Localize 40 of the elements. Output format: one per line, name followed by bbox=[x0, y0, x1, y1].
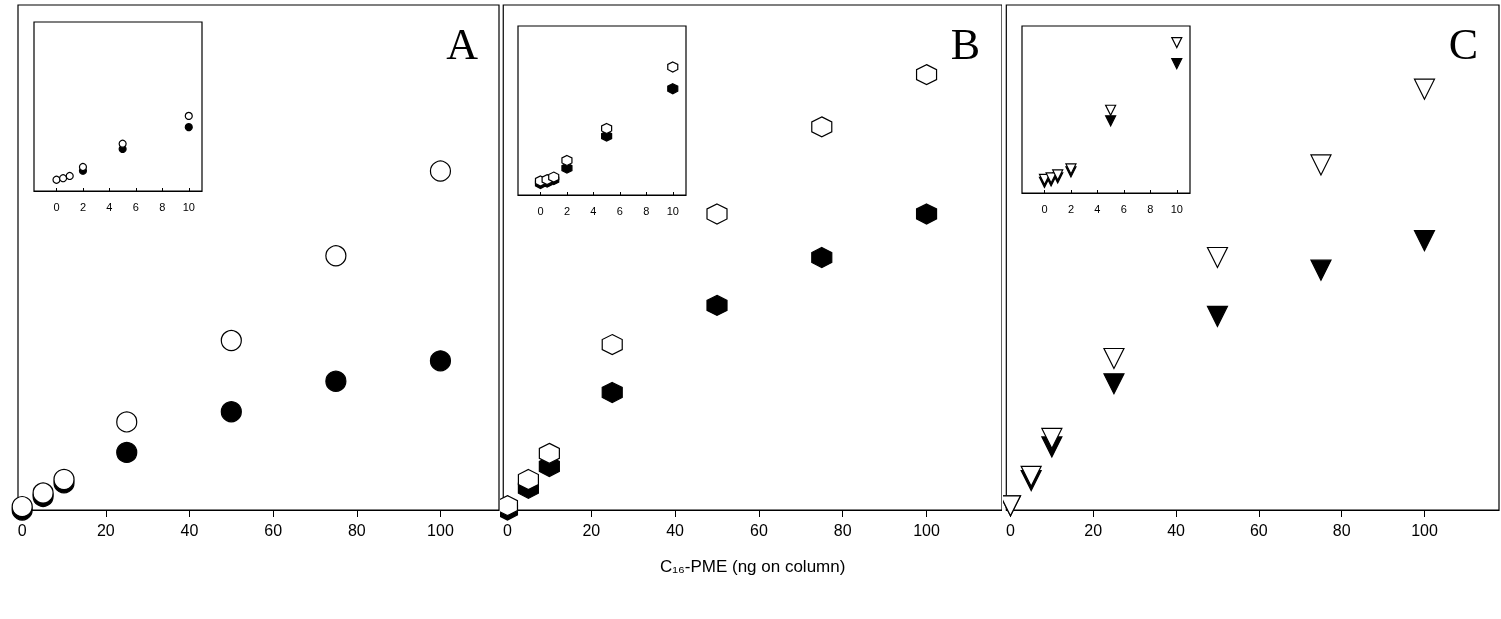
x-tick-label: 80 bbox=[833, 521, 852, 539]
x-tick-label: 0 bbox=[503, 521, 512, 539]
x-tick-label: 2 bbox=[79, 200, 87, 213]
x-tick-label: 80 bbox=[1332, 521, 1351, 539]
x-tick-label: 100 bbox=[427, 521, 454, 539]
x-tick-label: 10 bbox=[1170, 202, 1183, 215]
x-tick-label: 0 bbox=[17, 521, 27, 539]
x-tick-label: 40 bbox=[666, 521, 685, 539]
text: A bbox=[446, 19, 479, 69]
x-tick-label: 8 bbox=[643, 204, 650, 217]
x-tick-label: 20 bbox=[1084, 521, 1103, 539]
x-axis-title: C₁₆-PME (ng on column) bbox=[659, 557, 846, 576]
text: B bbox=[950, 19, 981, 69]
x-tick-label: 40 bbox=[1167, 521, 1186, 539]
x-tick-label: 40 bbox=[180, 521, 199, 539]
x-tick-label: 20 bbox=[582, 521, 601, 539]
x-tick-label: 4 bbox=[590, 204, 597, 217]
x-tick-label: 0 bbox=[1041, 202, 1048, 215]
text: C bbox=[1448, 19, 1479, 69]
x-tick-label: 4 bbox=[106, 200, 113, 213]
x-tick-label: 0 bbox=[537, 204, 544, 217]
x-tick-label: 6 bbox=[132, 200, 139, 213]
x-tick-label: 0 bbox=[53, 200, 60, 213]
x-tick-label: 60 bbox=[750, 521, 768, 539]
x-tick-label: 10 bbox=[182, 200, 195, 213]
x-tick-label: 60 bbox=[264, 521, 283, 539]
x-tick-label: 0 bbox=[1006, 521, 1015, 539]
x-tick-label: 8 bbox=[159, 200, 166, 213]
x-tick-label: 10 bbox=[666, 204, 679, 217]
x-tick-label: 60 bbox=[1249, 521, 1268, 539]
x-tick-label: 4 bbox=[1094, 202, 1101, 215]
x-tick-label: 2 bbox=[1067, 202, 1075, 215]
x-tick-label: 100 bbox=[1411, 521, 1438, 539]
x-tick-label: 2 bbox=[563, 204, 571, 217]
x-tick-label: 80 bbox=[347, 521, 366, 539]
x-tick-label: 8 bbox=[1147, 202, 1154, 215]
x-tick-label: 100 bbox=[913, 521, 941, 539]
x-tick-label: 6 bbox=[616, 204, 623, 217]
x-tick-label: 6 bbox=[1120, 202, 1127, 215]
x-tick-label: 20 bbox=[96, 521, 115, 539]
